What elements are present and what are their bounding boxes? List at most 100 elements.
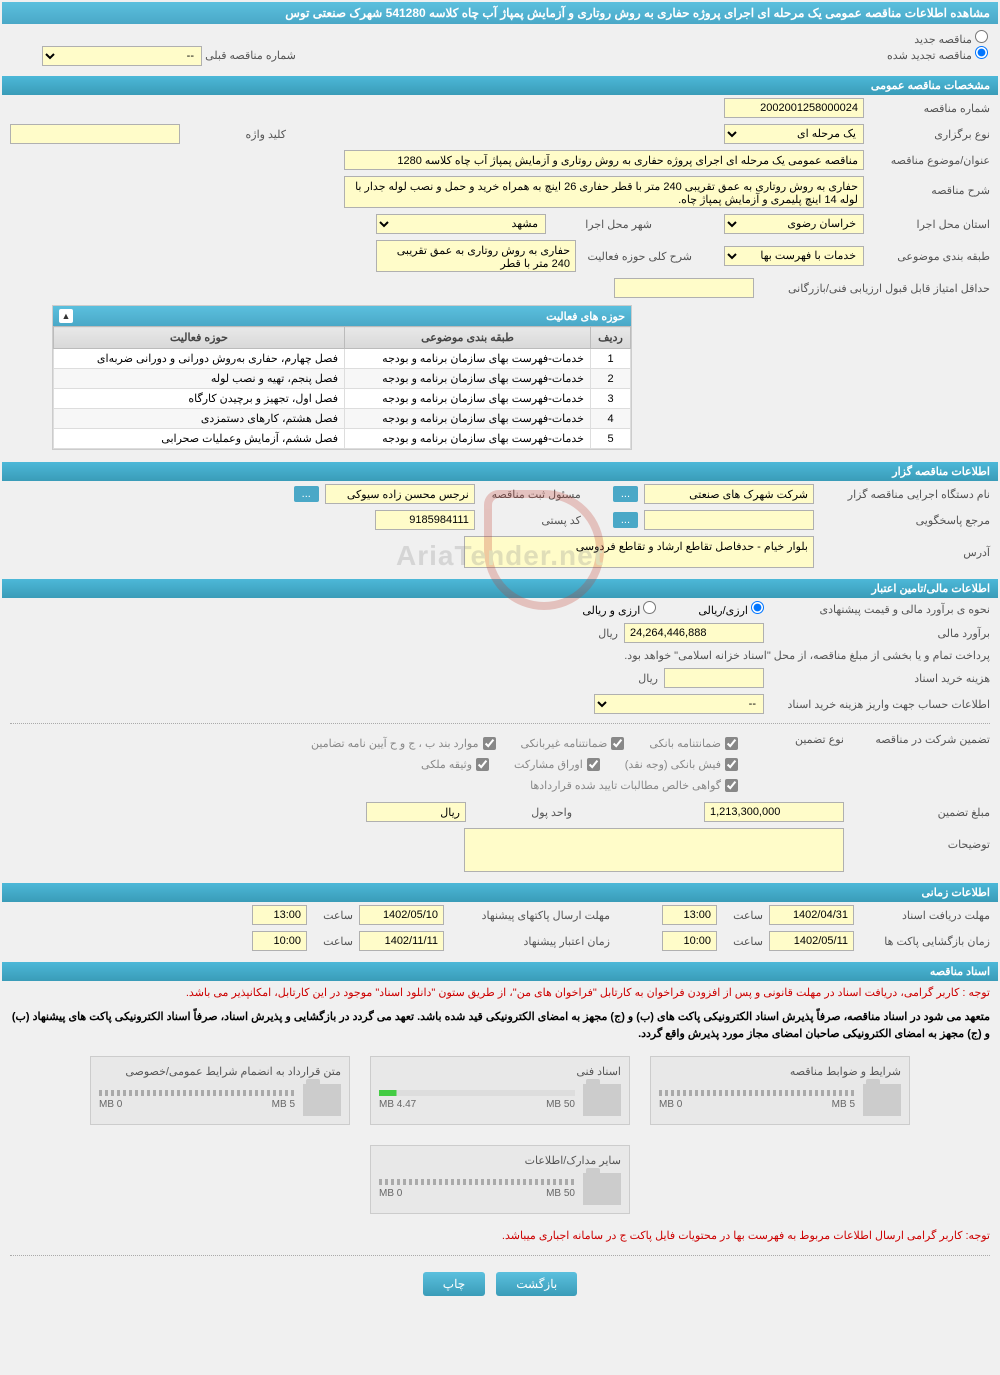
payment-note: پرداخت تمام و یا بخشی از مبلغ مناقصه، از… — [624, 649, 990, 662]
activity-desc-textarea[interactable]: حفاری به روش روتاری به عمق تقریبی 240 مت… — [376, 240, 576, 272]
opening-time[interactable] — [662, 931, 717, 951]
row-num: 2 — [591, 369, 631, 389]
back-button[interactable]: بازگشت — [496, 1272, 577, 1296]
row-area: فصل پنجم، تهیه و نصب لوله — [54, 369, 345, 389]
guarantee-type-label: نوع تضمین — [744, 733, 844, 746]
time-label-4: ساعت — [313, 935, 353, 948]
opening-date[interactable] — [769, 931, 854, 951]
method-label: نحوه ی برآورد مالی و قیمت پیشنهادی — [770, 603, 990, 616]
postal-input[interactable] — [375, 510, 475, 530]
time-label-3: ساعت — [723, 935, 763, 948]
holding-type-select[interactable]: یک مرحله ای — [724, 124, 864, 144]
registrar-more-button[interactable]: ... — [294, 486, 319, 502]
subject-input[interactable] — [344, 150, 864, 170]
file-progress — [659, 1090, 855, 1096]
doc-deadline-time[interactable] — [662, 905, 717, 925]
chk-items-abc[interactable]: موارد بند ب ، ج و ح آیین نامه تضامین — [311, 737, 495, 750]
unit-label: واحد پول — [472, 806, 572, 819]
min-score-input[interactable] — [614, 278, 754, 298]
file-card[interactable]: متن قرارداد به انضمام شرایط عمومی/خصوصی … — [90, 1056, 350, 1125]
collapse-icon[interactable]: ▲ — [59, 309, 73, 323]
category-select[interactable]: خدمات با فهرست بها — [724, 246, 864, 266]
city-select[interactable]: مشهد — [376, 214, 546, 234]
estimate-input[interactable] — [624, 623, 764, 643]
file-total: 5 MB — [832, 1099, 855, 1110]
validity-time[interactable] — [252, 931, 307, 951]
notes-label: توضیحات — [850, 828, 990, 851]
activity-areas-table-container: حوزه های فعالیت ▲ ردیف طبقه بندی موضوعی … — [52, 305, 632, 450]
estimate-label: برآورد مالی — [770, 627, 990, 640]
radio-renewed-tender[interactable]: مناقصه تجدید شده — [887, 50, 988, 62]
doc-cost-input[interactable] — [664, 668, 764, 688]
org-name-input[interactable] — [644, 484, 814, 504]
file-card[interactable]: اسناد فنی 50 MB4.47 MB — [370, 1056, 630, 1125]
tender-no-input[interactable] — [724, 98, 864, 118]
row-cat: خدمات-فهرست بهای سازمان برنامه و بودجه — [344, 429, 590, 449]
account-select[interactable]: -- — [594, 694, 764, 714]
file-card[interactable]: شرایط و ضوابط مناقصه 5 MB 0 MB — [650, 1056, 910, 1125]
notes-textarea[interactable] — [464, 828, 844, 872]
row-num: 1 — [591, 349, 631, 369]
responder-more-button[interactable]: ... — [613, 512, 638, 528]
row-area: فصل اول، تجهیز و برچیدن کارگاه — [54, 389, 345, 409]
doc-cost-label: هزینه خرید اسناد — [770, 672, 990, 685]
section-financial-header: اطلاعات مالی/تامین اعتبار — [2, 579, 998, 598]
row-area: فصل چهارم، حفاری به‌روش دورانی و دورانی … — [54, 349, 345, 369]
province-select[interactable]: خراسان رضوی — [724, 214, 864, 234]
radio-both[interactable]: ارزی و ریالی — [582, 601, 656, 617]
registrar-input[interactable] — [325, 484, 475, 504]
postal-label: کد پستی — [481, 514, 581, 527]
file-title: شرایط و ضوابط مناقصه — [659, 1065, 901, 1078]
print-button[interactable]: چاپ — [423, 1272, 485, 1296]
address-label: آدرس — [820, 546, 990, 559]
section-organizer-header: اطلاعات مناقصه گزار — [2, 462, 998, 481]
doc-deadline-date[interactable] — [769, 905, 854, 925]
chk-bank-guarantee[interactable]: ضمانتنامه بانکی — [649, 737, 738, 750]
section-general-header: مشخصات مناقصه عمومی — [2, 76, 998, 95]
activity-desc-label: شرح کلی حوزه فعالیت — [582, 250, 692, 263]
doc-notice-1: توجه : کاربر گرامی، دریافت اسناد در مهلت… — [2, 981, 998, 1007]
folder-icon — [583, 1173, 621, 1205]
chk-property[interactable]: وثیقه ملکی — [421, 758, 489, 771]
col-category-header: طبقه بندی موضوعی — [344, 327, 590, 349]
address-textarea[interactable]: بلوار خیام - حدفاصل تقاطع ارشاد و تقاطع … — [464, 536, 814, 568]
file-card[interactable]: سایر مدارک/اطلاعات 50 MB0 MB — [370, 1145, 630, 1214]
chk-bank-receipt[interactable]: فیش بانکی (وجه نقد) — [625, 758, 738, 771]
file-total: 50 MB — [546, 1188, 575, 1199]
guarantee-amount-label: مبلغ تضمین — [850, 806, 990, 819]
file-title: سایر مدارک/اطلاعات — [379, 1154, 621, 1167]
section-timing-header: اطلاعات زمانی — [2, 883, 998, 902]
validity-date[interactable] — [359, 931, 444, 951]
table-row: 4خدمات-فهرست بهای سازمان برنامه و بودجهف… — [54, 409, 631, 429]
file-progress — [99, 1090, 295, 1096]
chk-certified[interactable]: گواهی خالص مطالبات تایید شده قراردادها — [530, 779, 738, 792]
description-textarea[interactable]: حفاری به روش روتاری به عمق تقریبی 240 مت… — [344, 176, 864, 208]
file-progress — [379, 1090, 575, 1096]
chk-securities[interactable]: اوراق مشارکت — [514, 758, 600, 771]
row-area: فصل ششم، آزمایش وعملیات صحرابی — [54, 429, 345, 449]
file-used: 0 MB — [659, 1099, 682, 1110]
org-name-label: نام دستگاه اجرایی مناقصه گزار — [820, 488, 990, 501]
file-title: متن قرارداد به انضمام شرایط عمومی/خصوصی — [99, 1065, 341, 1078]
prev-number-select[interactable]: -- — [42, 46, 202, 66]
org-name-more-button[interactable]: ... — [613, 486, 638, 502]
responder-input[interactable] — [644, 510, 814, 530]
time-label-2: ساعت — [313, 909, 353, 922]
row-num: 5 — [591, 429, 631, 449]
holding-type-label: نوع برگزاری — [870, 128, 990, 141]
chk-nonbank-guarantee[interactable]: ضمانتنامه غیربانکی — [521, 737, 625, 750]
col-row-header: ردیف — [591, 327, 631, 349]
proposal-deadline-date[interactable] — [359, 905, 444, 925]
activity-table-title: حوزه های فعالیت — [546, 310, 625, 323]
radio-new-tender[interactable]: مناقصه جدید — [914, 34, 988, 46]
unit-input[interactable] — [366, 802, 466, 822]
validity-label: زمان اعتبار پیشنهاد — [450, 935, 610, 948]
keyword-input[interactable] — [10, 124, 180, 144]
row-cat: خدمات-فهرست بهای سازمان برنامه و بودجه — [344, 349, 590, 369]
city-label: شهر محل اجرا — [552, 218, 652, 231]
proposal-deadline-time[interactable] — [252, 905, 307, 925]
row-area: فصل هشتم، کارهای دستمزدی — [54, 409, 345, 429]
radio-currency[interactable]: ارزی/ریالی — [698, 601, 764, 617]
guarantee-amount-input[interactable] — [704, 802, 844, 822]
row-num: 4 — [591, 409, 631, 429]
